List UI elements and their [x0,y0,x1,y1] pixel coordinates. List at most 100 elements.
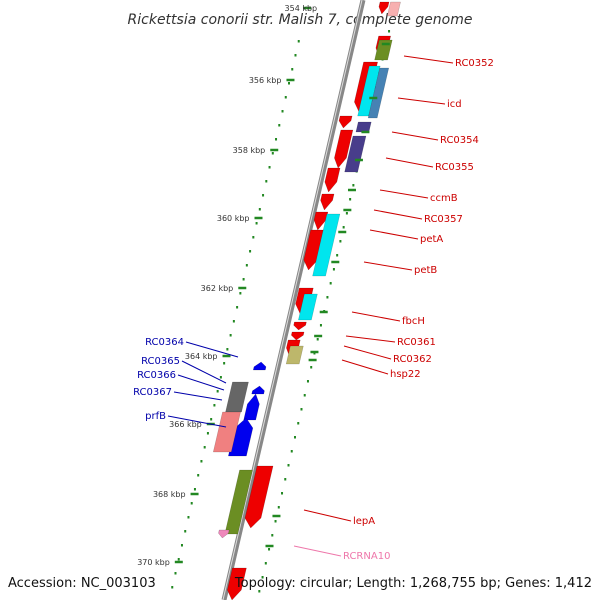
minor-tick-dot [200,460,203,463]
forward-gene-arrow [227,567,247,600]
tick-label: 368 kbp [153,490,186,499]
label-leader-line [391,131,439,141]
label-leader-line [363,261,413,271]
gene-label: petB [414,265,437,276]
minor-tick-dot [310,366,313,369]
gene-features [212,1,401,600]
minor-tick-dot [190,502,193,505]
minor-tick-dot [180,544,183,547]
cog-box [367,67,390,119]
cog-box [212,411,241,453]
minor-tick-dot [297,422,300,425]
gene-label: hsp22 [390,369,421,380]
minor-tick-dot [249,250,252,253]
reverse-gene-arrow [252,361,267,371]
minor-tick-dot [210,418,213,421]
gene-label: icd [447,99,462,110]
minor-tick-dot [274,520,277,523]
cog-box [285,345,304,365]
minor-tick-dot [332,268,335,271]
minor-tick-dot [306,380,309,383]
forward-gene-arrow [313,211,329,231]
minor-tick-dot [319,324,322,327]
gene-label: RC0362 [393,354,432,365]
minor-tick-dot [258,590,261,593]
minor-tick-dot [284,96,287,99]
cog-box [312,213,341,277]
tick-label: 354 kbp [285,4,318,13]
gene-label: petA [420,234,443,245]
label-leader-line [385,157,434,168]
label-leader-line [369,229,419,240]
minor-tick-dot [262,194,265,197]
minor-tick-dot [297,40,300,43]
label-leader-line [293,545,342,557]
minor-tick-dot [336,254,339,257]
rna-gene-arrow [218,529,230,539]
tick-label: 366 kbp [169,420,202,429]
minor-tick-dot [226,348,229,351]
map-title: Rickettsia conorii str. Malish 7, comple… [128,12,473,28]
label-leader-line [397,97,446,105]
minor-tick-dot [258,208,261,211]
minor-tick-dot [219,376,222,379]
minor-tick-dot [388,30,391,33]
accession-text: Accession: NC_003103 [8,576,156,591]
minor-tick-dot [203,446,206,449]
cog-box [355,121,372,133]
label-leader-line [167,415,227,428]
label-leader-line [343,345,392,360]
tick-dots [171,30,391,593]
minor-tick-dot [197,474,200,477]
gene-label: RC0357 [424,214,463,225]
reverse-gene-arrow [251,385,265,395]
backbone-highlight [222,0,363,600]
minor-tick-dot [349,198,352,201]
gene-label: RC0361 [397,337,436,348]
minor-tick-dot [236,306,239,309]
gene-label: RC0355 [435,162,474,173]
label-leader-line [185,341,239,358]
minor-tick-dot [284,478,287,481]
forward-gene-arrow [293,321,307,331]
scale-ticks: 354 kbp 356 kbp 358 kbp 360 kbp 362 kbp 364 k… [137,4,390,567]
minor-tick-dot [291,68,294,71]
minor-tick-dot [275,138,278,141]
forward-gene-arrow [320,193,335,211]
gene-label: RC0354 [440,135,479,146]
minor-tick-dot [174,572,177,575]
cog-box [225,381,249,413]
minor-tick-dot [268,548,271,551]
minor-tick-dot [265,180,268,183]
label-leader-line [373,209,423,220]
forward-gene-arrow [324,167,341,193]
forward-gene-arrow [378,1,390,15]
minor-tick-dot [193,488,196,491]
gene-label: prfB [145,411,166,422]
minor-tick-dot [281,492,284,495]
minor-tick-dot [277,506,280,509]
minor-tick-dot [252,236,255,239]
minor-tick-dot [294,54,297,57]
gene-labels: RC0352 icd RC0354 RC0355 ccmB RC0357 petA petB f… [133,55,494,562]
minor-tick-dot [293,436,296,439]
tick-label: 358 kbp [233,146,266,155]
tick-label: 364 kbp [185,352,218,361]
cog-box [224,469,253,535]
minor-tick-dot [206,432,209,435]
cog-box [298,293,318,321]
tick-label: 360 kbp [217,214,250,223]
gene-label: RC0366 [137,370,176,381]
label-leader-line [303,509,352,522]
forward-gene-arrow [334,129,354,169]
minor-tick-dot [316,338,319,341]
minor-tick-dot [287,464,290,467]
cog-box [386,1,401,17]
minor-tick-dot [242,278,245,281]
minor-tick-dot [264,562,267,565]
label-leader-line [173,391,223,401]
gene-label: RC0367 [133,387,172,398]
gene-label: RC0352 [455,58,494,69]
minor-tick-dot [288,82,291,85]
